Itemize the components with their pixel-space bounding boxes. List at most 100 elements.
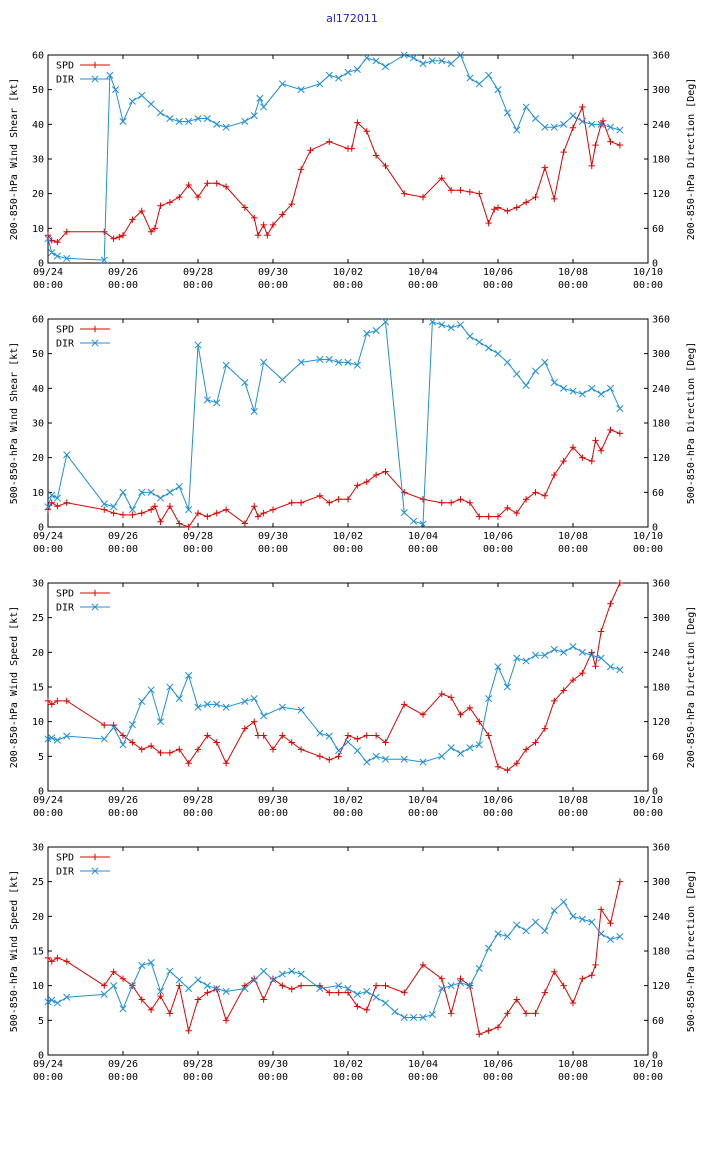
dir-data-point bbox=[428, 318, 436, 326]
x-tick-date: 09/28 bbox=[183, 1059, 213, 1070]
spd-data-point bbox=[401, 190, 408, 197]
y-tick-label: 30 bbox=[32, 843, 44, 854]
spd-data-point bbox=[264, 232, 271, 239]
dir-data-point bbox=[541, 123, 549, 131]
dir-data-point bbox=[353, 361, 361, 369]
spd-data-point bbox=[541, 725, 549, 732]
dir-data-point bbox=[531, 367, 540, 375]
y-tick-label: 0 bbox=[38, 523, 44, 534]
spd-data-point bbox=[326, 989, 333, 996]
spd-data-point bbox=[251, 975, 258, 982]
x-tick-date: 09/26 bbox=[108, 267, 138, 278]
dir-data-point bbox=[400, 755, 408, 763]
dir-data-point bbox=[119, 117, 127, 125]
y2-tick-label: 60 bbox=[652, 488, 664, 499]
dir-data-point bbox=[466, 982, 474, 990]
chart-200-850-wind-shear: 0 10 20 30 40 50 60 0 60 120 180 240 300 360 09/24 00:0… bbox=[9, 51, 697, 292]
dir-data-point bbox=[147, 686, 155, 694]
y-axis-label: 200-850-hPa Wind Shear [kt] bbox=[9, 78, 20, 241]
dir-data-point bbox=[560, 648, 568, 656]
spd-data-point bbox=[279, 982, 286, 989]
y2-tick-label: 180 bbox=[652, 419, 670, 430]
dir-data-point bbox=[110, 723, 118, 731]
spd-data-point bbox=[504, 1010, 511, 1017]
dir-data-point bbox=[241, 697, 249, 705]
dir-data-point bbox=[222, 123, 230, 131]
dir-data-point bbox=[213, 399, 221, 407]
spd-data-point bbox=[372, 152, 380, 159]
spd-data-point bbox=[476, 513, 483, 520]
y-tick-label: 20 bbox=[32, 648, 44, 659]
spd-data-point bbox=[101, 228, 108, 235]
spd-data-point bbox=[166, 749, 174, 757]
spd-data-point bbox=[466, 704, 474, 711]
spd-data-point bbox=[541, 164, 549, 171]
dir-data-point bbox=[128, 97, 136, 105]
y-tick-label: 25 bbox=[32, 877, 44, 888]
y2-tick-label: 60 bbox=[652, 752, 664, 763]
spd-data-point bbox=[138, 996, 145, 1003]
y-tick-label: 20 bbox=[32, 453, 44, 464]
spd-data-point bbox=[116, 233, 123, 241]
dir-data-point bbox=[110, 982, 118, 990]
dir-data-point bbox=[550, 907, 558, 915]
dir-data-point bbox=[222, 361, 230, 369]
dir-data-point bbox=[485, 944, 493, 952]
legend-label: SPD bbox=[56, 589, 74, 600]
y-tick-label: 15 bbox=[32, 683, 44, 694]
spd-data-point bbox=[457, 496, 464, 503]
x-tick-time: 00:00 bbox=[633, 1072, 663, 1083]
spd-data-point bbox=[363, 478, 370, 486]
x-tick-date: 10/04 bbox=[408, 1059, 438, 1070]
x-tick-date: 10/08 bbox=[558, 1059, 588, 1070]
spd-data-point bbox=[485, 1027, 492, 1034]
spd-data-point bbox=[241, 204, 249, 211]
dir-data-point bbox=[410, 1013, 418, 1021]
spd-data-point bbox=[241, 982, 249, 989]
dir-data-point bbox=[503, 933, 511, 941]
spd-data-point bbox=[494, 513, 502, 520]
x-tick-date: 10/08 bbox=[558, 267, 588, 278]
y2-tick-label: 120 bbox=[652, 189, 670, 200]
dir-data-point bbox=[316, 985, 324, 993]
spd-data-point bbox=[354, 119, 361, 126]
dir-data-point bbox=[494, 350, 502, 358]
spd-data-point bbox=[616, 430, 624, 437]
spd-data-point bbox=[344, 732, 352, 739]
dir-data-point bbox=[250, 976, 258, 984]
dir-data-point bbox=[475, 741, 483, 749]
spd-data-point bbox=[110, 509, 117, 517]
spd-data-point bbox=[326, 756, 333, 763]
dir-data-point bbox=[241, 379, 249, 387]
dir-data-point bbox=[316, 729, 324, 737]
dir-data-point bbox=[260, 967, 268, 975]
spd-data-point bbox=[260, 732, 267, 739]
y-tick-label: 10 bbox=[32, 717, 44, 728]
dir-data-point bbox=[438, 321, 446, 329]
spd-data-point bbox=[279, 211, 286, 218]
spd-data-point bbox=[185, 523, 192, 531]
y2-axis-label: 200-850-hPa Direction [Deg] bbox=[686, 606, 697, 769]
dir-data-point bbox=[44, 235, 52, 243]
y2-tick-label: 240 bbox=[652, 912, 670, 923]
y-tick-label: 0 bbox=[38, 787, 44, 798]
dir-data-point bbox=[213, 700, 221, 708]
y2-tick-label: 180 bbox=[652, 683, 670, 694]
spd-data-point bbox=[541, 989, 549, 996]
x-tick-time: 00:00 bbox=[258, 808, 288, 819]
x-tick-time: 00:00 bbox=[258, 1072, 288, 1083]
dir-data-point bbox=[156, 109, 165, 117]
y2-tick-label: 0 bbox=[652, 1051, 658, 1062]
dir-data-point bbox=[106, 71, 114, 79]
spd-data-point bbox=[129, 216, 136, 223]
dir-data-point bbox=[503, 683, 511, 691]
dir-data-point bbox=[53, 252, 61, 260]
dir-data-point bbox=[344, 738, 352, 746]
spd-data-point bbox=[157, 749, 164, 757]
x-tick-date: 09/26 bbox=[108, 795, 138, 806]
dir-data-point bbox=[260, 712, 268, 720]
dir-data-point bbox=[194, 115, 202, 123]
spd-data-point bbox=[185, 181, 192, 189]
spd-data-point bbox=[513, 204, 520, 211]
dir-data-point bbox=[410, 54, 418, 62]
